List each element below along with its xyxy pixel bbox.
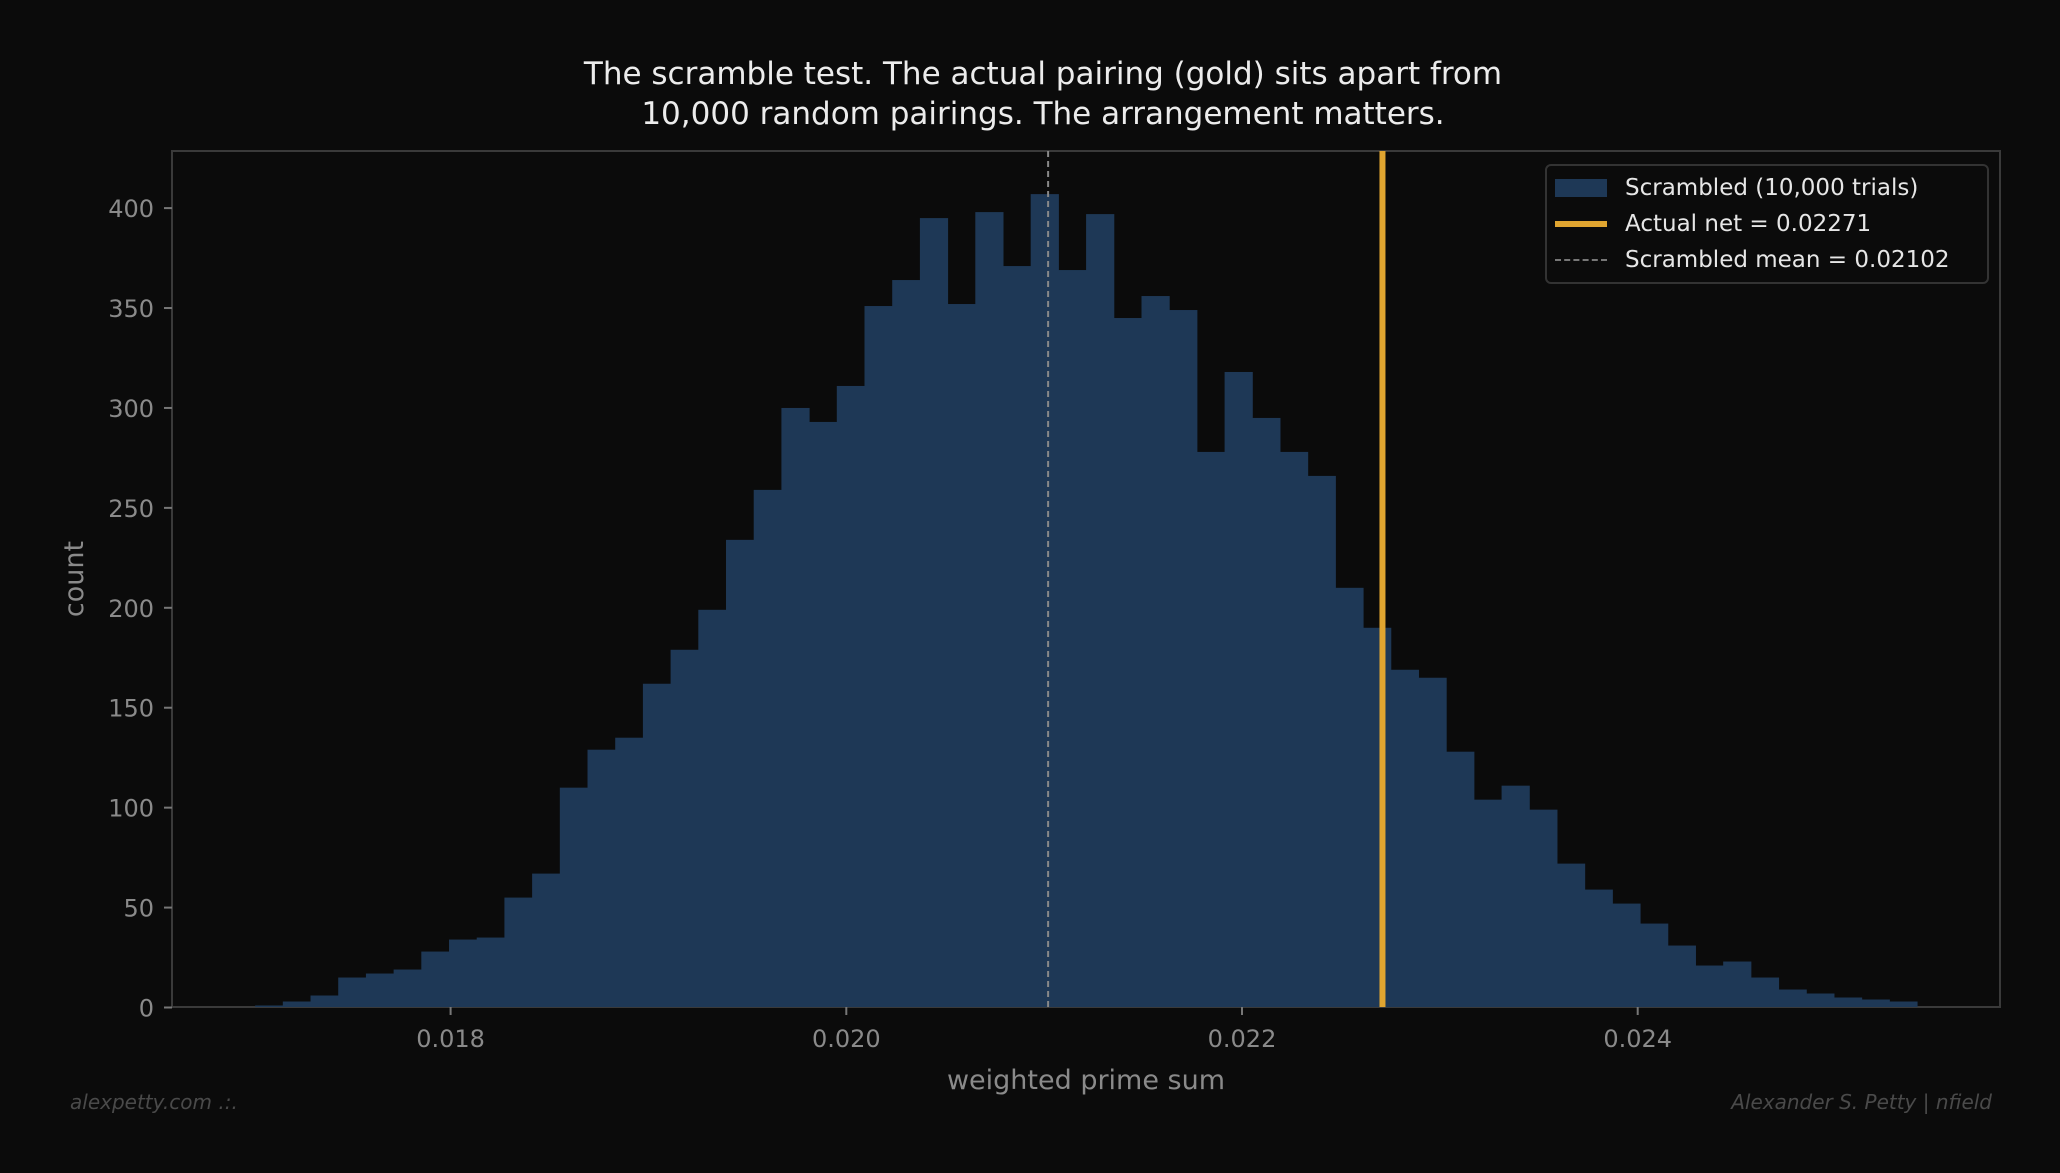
histogram-bar [1556,863,1586,1007]
legend-label: Scrambled (10,000 trials) [1625,175,1919,201]
histogram-bar [1750,977,1780,1007]
histogram-bar [1501,785,1530,1007]
histogram-bar [836,385,866,1007]
legend-item-scrambled: Scrambled (10,000 trials) [1547,170,1918,206]
histogram-bar [781,407,810,1007]
histogram-bar [476,937,505,1007]
y-tick-label: 100 [108,795,154,823]
histogram-bar [753,489,782,1007]
x-tick-label: 0.020 [812,1025,881,1053]
histogram-bar [365,973,395,1007]
histogram-bar [1529,809,1558,1007]
title-line-2: 10,000 random pairings. The arrangement … [641,96,1445,132]
histogram-bar [1141,296,1170,1007]
histogram-bar [809,421,838,1007]
histogram-bar [449,939,478,1007]
histogram-bar [255,1005,284,1007]
histogram-bar [1363,627,1392,1007]
histogram-bar [1695,965,1724,1007]
histogram-bar [1418,677,1447,1007]
histogram-bar [1446,751,1475,1007]
footer-right: Alexander S. Petty | nfield [1731,1090,1992,1114]
histogram-bar [1196,451,1226,1007]
histogram-bar [1778,989,1807,1007]
histogram-bar [1640,923,1669,1007]
histogram-bar [1307,475,1336,1007]
y-tick-label: 200 [108,595,154,623]
y-tick-label: 300 [108,395,154,423]
histogram-bar [975,212,1004,1008]
x-tick-label: 0.022 [1208,1025,1277,1053]
legend-item-mean: Scrambled mean = 0.02102 [1547,242,1949,278]
histogram-bar [1833,997,1863,1007]
histogram-bar [1335,587,1364,1007]
histogram-bar [698,609,727,1007]
histogram-bar [1113,318,1142,1008]
histogram-bar [670,649,699,1007]
histogram-bar [1889,1001,1918,1007]
histogram-bar [1169,310,1198,1007]
footer-left: alexpetty.com .:. [70,1090,238,1114]
x-axis-label: weighted prime sum [947,1065,1225,1096]
histogram-bar [1861,999,1890,1007]
y-tick-label: 150 [108,695,154,723]
y-axis-label: count [59,541,90,617]
histogram-bar [1002,266,1032,1007]
legend-label: Scrambled mean = 0.02102 [1625,247,1950,273]
histogram-bar [532,873,561,1007]
histogram-bar [864,306,893,1007]
y-tick-label: 250 [108,495,154,523]
legend-swatch-mean-line [1555,259,1607,261]
y-tick-label: 0 [139,995,154,1023]
y-tick-label: 50 [123,895,154,923]
histogram-bar [1086,214,1115,1007]
histogram-bar [1667,945,1696,1007]
histogram-bar [1390,669,1419,1007]
histogram-bar [1612,903,1641,1007]
histogram-bar [919,218,949,1007]
y-tick-label: 400 [108,195,154,223]
histogram-bar [642,683,672,1007]
histogram-bar [338,977,367,1007]
histogram-bar [1723,961,1752,1007]
histogram-bar [1224,371,1253,1007]
legend: Scrambled (10,000 trials) Actual net = 0… [1545,164,1989,284]
histogram-bar [1030,194,1059,1008]
histogram-bar [1473,799,1503,1007]
histogram-bar [1252,417,1281,1007]
title-line-1: The scramble test. The actual pairing (g… [583,56,1503,92]
histogram-bar [282,1001,312,1007]
legend-label: Actual net = 0.02271 [1625,211,1872,237]
y-tick-label: 350 [108,295,154,323]
histogram-bar [310,995,339,1007]
histogram-bar [726,539,755,1007]
histogram-bar [1279,451,1309,1007]
histogram-bar [615,737,644,1007]
histogram-bar [393,969,422,1007]
legend-swatch-bars [1555,179,1607,197]
legend-swatch-actual-line [1555,221,1607,227]
x-tick-label: 0.018 [416,1025,485,1053]
histogram-bar [1806,993,1835,1007]
histogram-bar [559,787,589,1007]
histogram-bar [1584,889,1613,1007]
x-tick-label: 0.024 [1603,1025,1672,1053]
histogram-bar [947,304,976,1007]
histogram-bar [421,951,450,1007]
histogram-bar [1058,270,1087,1008]
histogram-bar [504,897,533,1007]
chart-title: The scramble test. The actual pairing (g… [0,54,2060,134]
legend-item-actual: Actual net = 0.02271 [1547,206,1871,242]
histogram-bar [892,280,921,1007]
histogram-bar [587,749,616,1007]
